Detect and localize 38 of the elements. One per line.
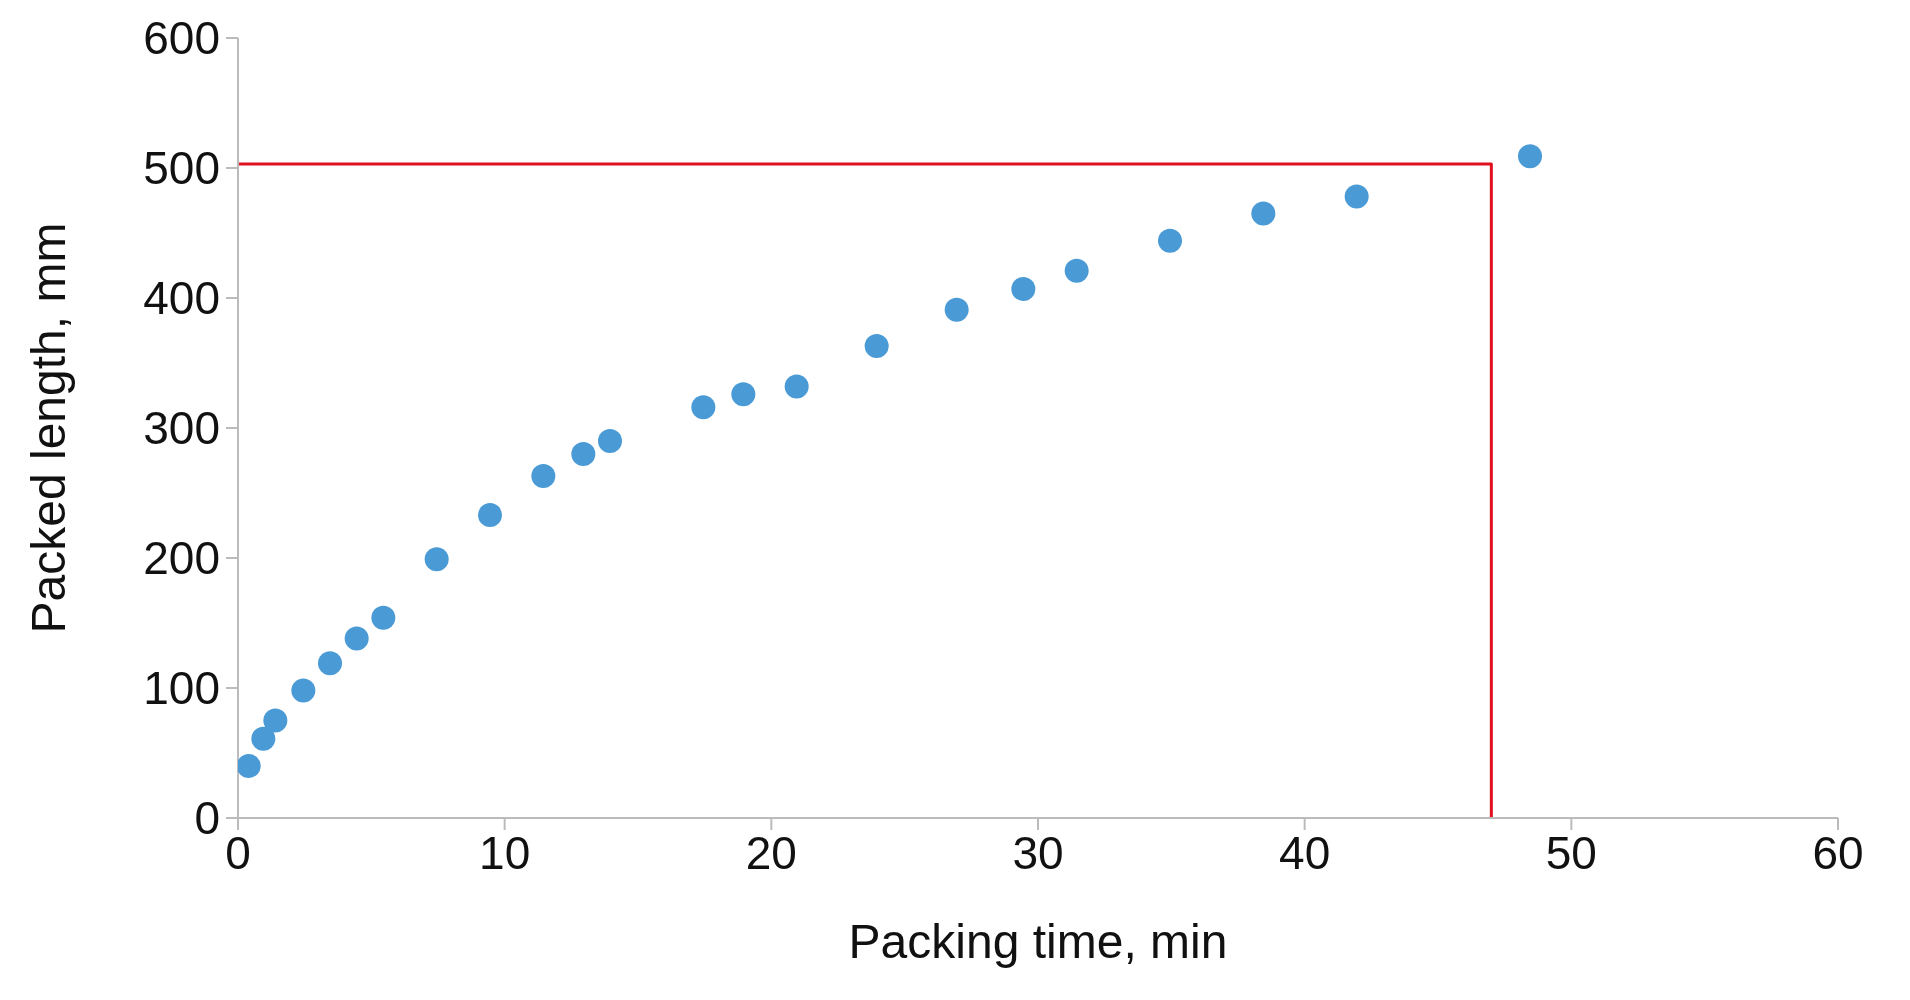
point (864, 334, 889, 359)
x-tick-label: 40 (1279, 826, 1331, 879)
point (238, 754, 261, 778)
point (784, 374, 809, 399)
y-axis-title: Packed length, mm (22, 222, 76, 634)
y-tick-label: 100 (143, 662, 220, 715)
point (291, 678, 316, 703)
point (1518, 144, 1542, 169)
point (571, 442, 596, 466)
point (424, 547, 449, 572)
point (318, 651, 342, 676)
y-tick-label: 400 (143, 272, 220, 325)
point (1158, 228, 1182, 253)
point (531, 464, 556, 489)
x-tick-label: 10 (479, 826, 531, 879)
y-tick-label: 500 (143, 142, 220, 195)
point (1064, 258, 1089, 283)
x-axis-title: Packing time, min (848, 915, 1228, 968)
y-tick-label: 0 (194, 792, 220, 845)
point (731, 382, 756, 407)
point (263, 708, 288, 733)
point (1011, 276, 1036, 301)
y-tick-label: 300 (143, 402, 220, 455)
point (344, 626, 369, 651)
y-tick-label: 600 (143, 12, 220, 65)
y-tick-label: 200 (143, 532, 220, 585)
x-tick-label: 20 (745, 826, 797, 879)
x-tick-label: 60 (1812, 826, 1864, 879)
point (1344, 184, 1369, 209)
x-tick-label: 50 (1545, 826, 1597, 879)
point (251, 726, 276, 751)
point (598, 429, 622, 453)
point (944, 297, 969, 322)
point (478, 503, 502, 528)
point (371, 605, 396, 630)
x-tick-label: 30 (1012, 826, 1064, 879)
point (691, 395, 716, 420)
point (1251, 201, 1276, 226)
